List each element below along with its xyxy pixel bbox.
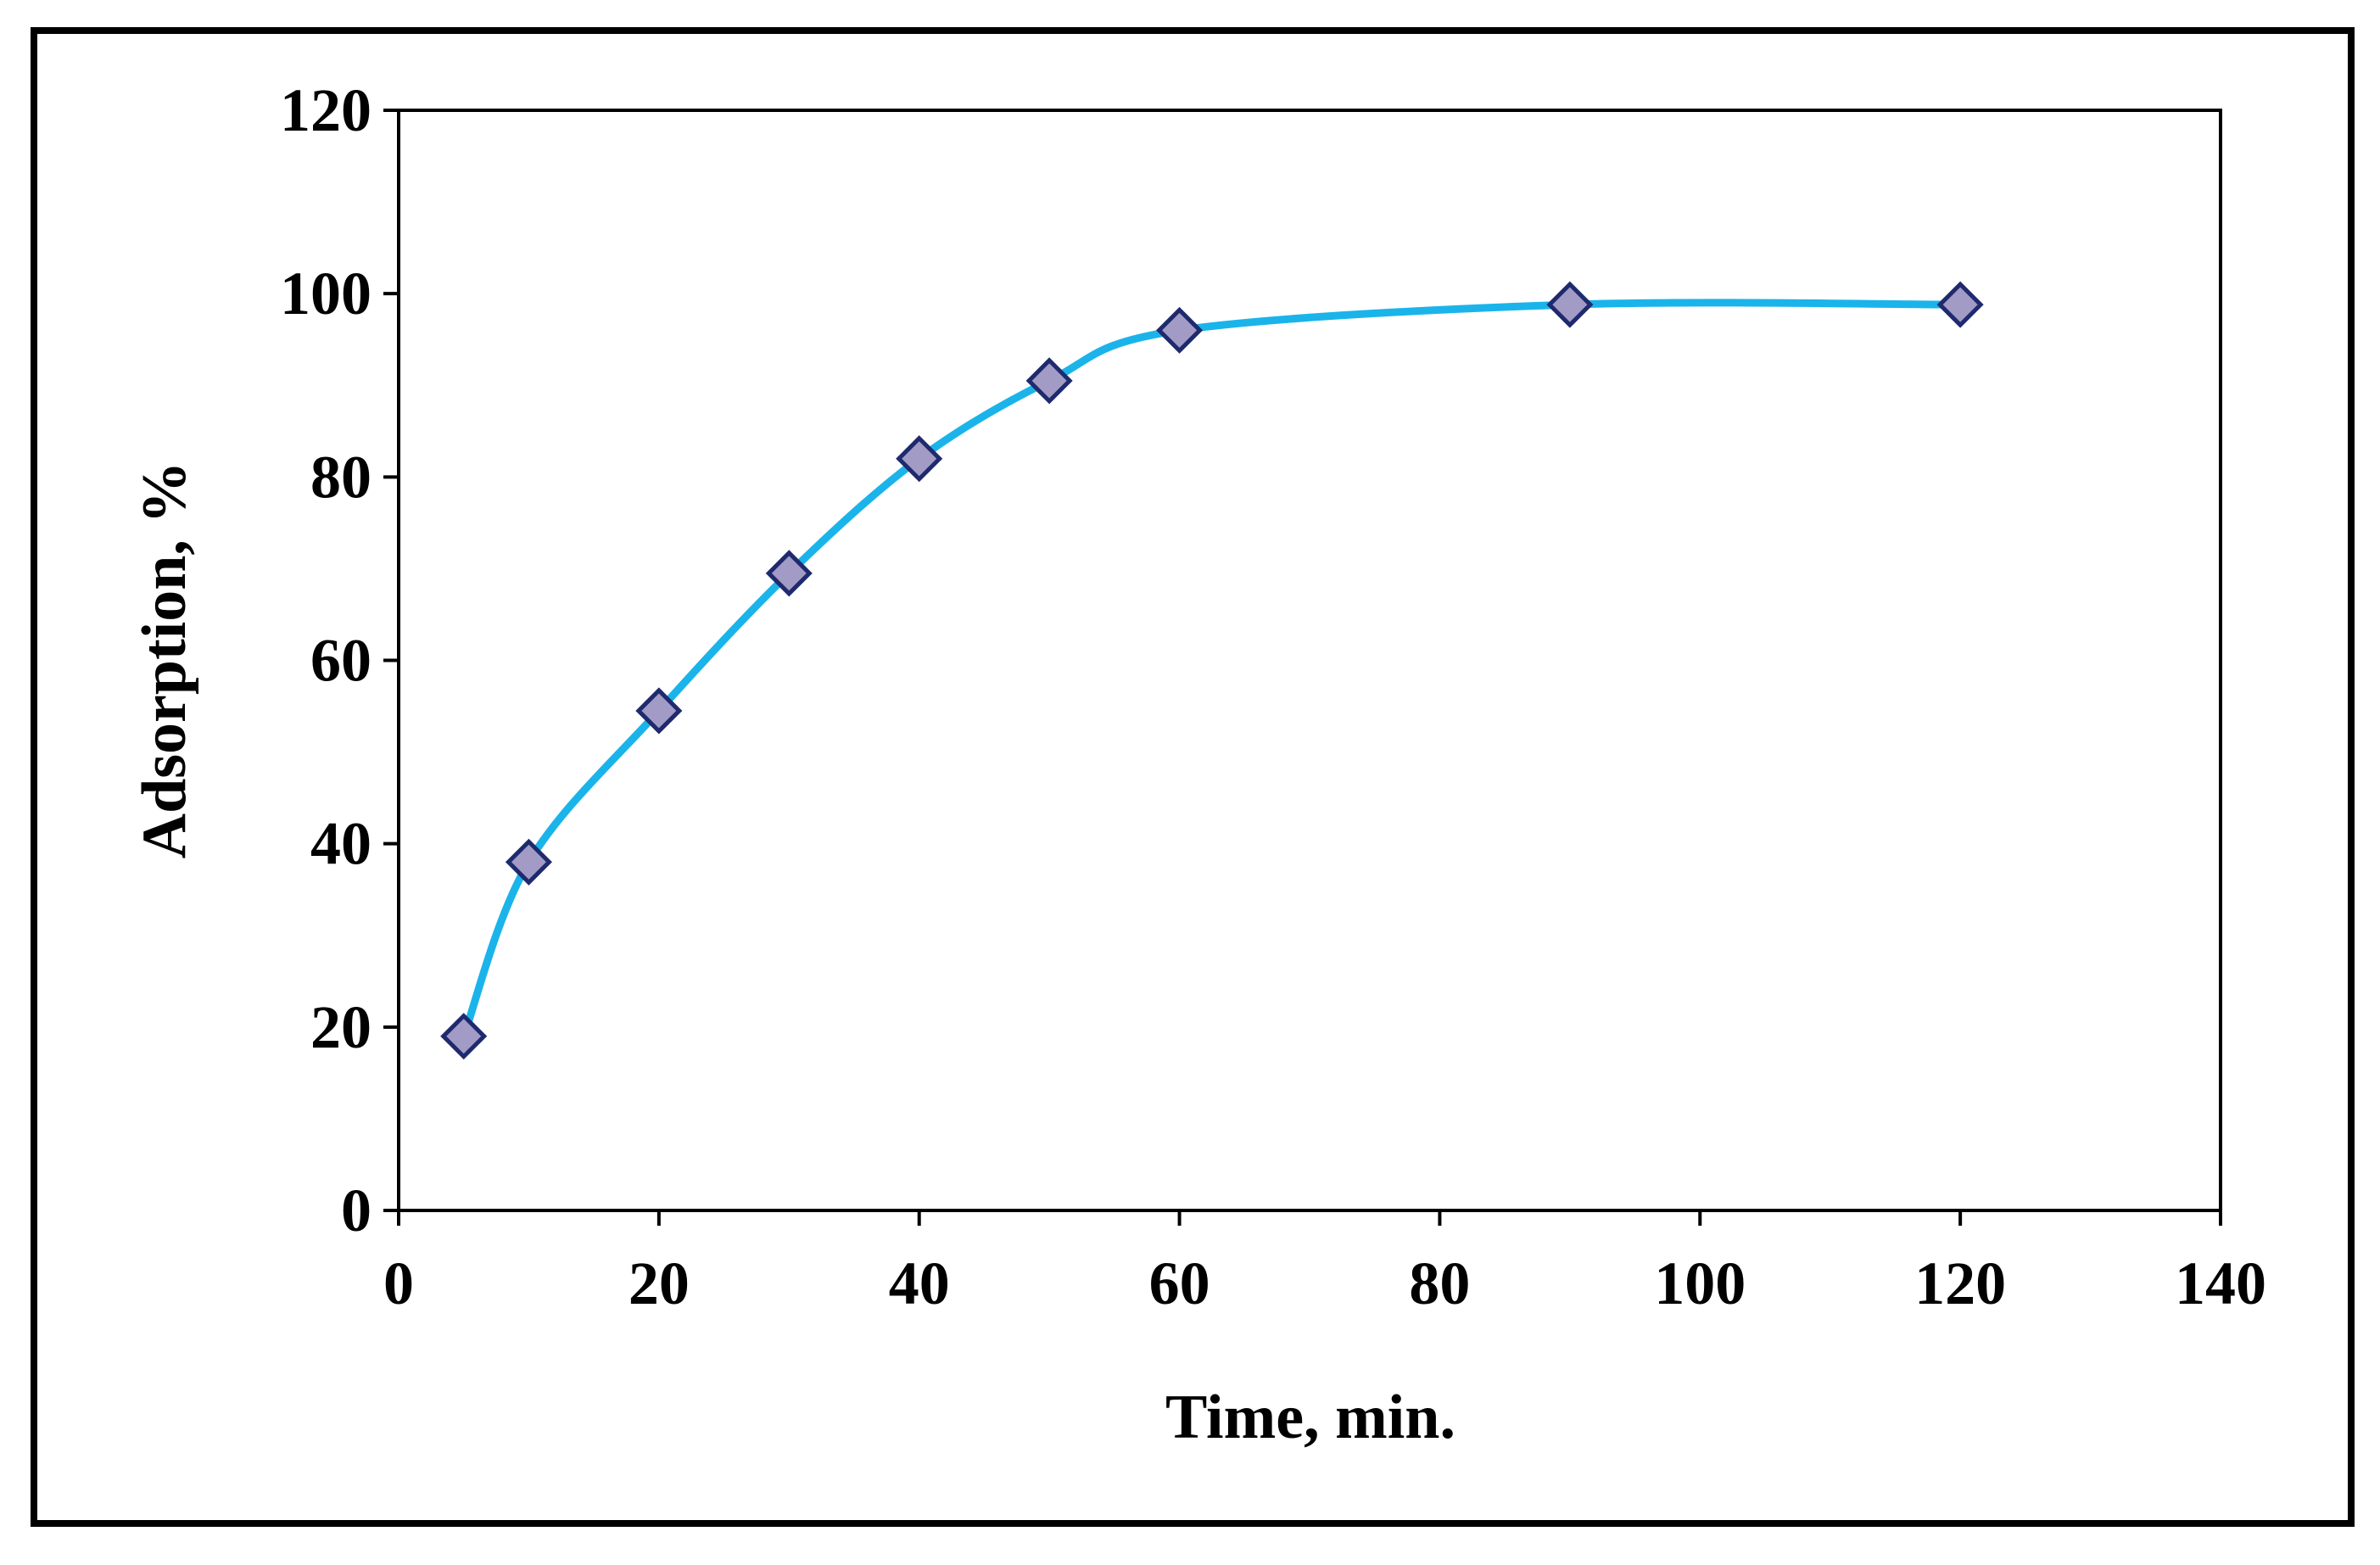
- y-axis-title: Adsorption, %: [130, 461, 199, 859]
- y-tick-label: 60: [310, 627, 372, 695]
- data-markers: [440, 281, 1984, 1060]
- x-axis-title: Time, min.: [1165, 1383, 1455, 1452]
- data-point: [1936, 281, 1984, 328]
- data-point: [505, 838, 552, 886]
- data-point: [440, 1013, 488, 1060]
- y-tick-label: 120: [280, 76, 372, 144]
- y-tick-label: 20: [310, 993, 372, 1061]
- axis-ticks: 0 20 40 60 80 100 120 0 20 40 60 80 100 120 140: [280, 76, 2266, 1317]
- y-tick-label: 0: [341, 1177, 372, 1244]
- data-point: [765, 550, 813, 597]
- data-point: [635, 687, 683, 735]
- data-point: [1156, 306, 1204, 354]
- x-tick-label: 20: [629, 1249, 690, 1317]
- data-point: [1025, 357, 1073, 405]
- y-tick-label: 40: [310, 810, 372, 878]
- x-tick-label: 0: [383, 1249, 414, 1317]
- y-tick-label: 100: [280, 260, 372, 327]
- x-tick-label: 80: [1409, 1249, 1470, 1317]
- x-tick-label: 120: [1914, 1249, 2006, 1317]
- x-tick-label: 60: [1149, 1249, 1210, 1317]
- x-tick-label: 100: [1654, 1249, 1746, 1317]
- x-tick-label: 40: [889, 1249, 950, 1317]
- data-point: [1546, 281, 1594, 328]
- x-tick-label: 140: [2175, 1249, 2266, 1317]
- data-point: [896, 435, 943, 483]
- chart-border: [31, 27, 2355, 1527]
- y-tick-label: 80: [310, 443, 372, 511]
